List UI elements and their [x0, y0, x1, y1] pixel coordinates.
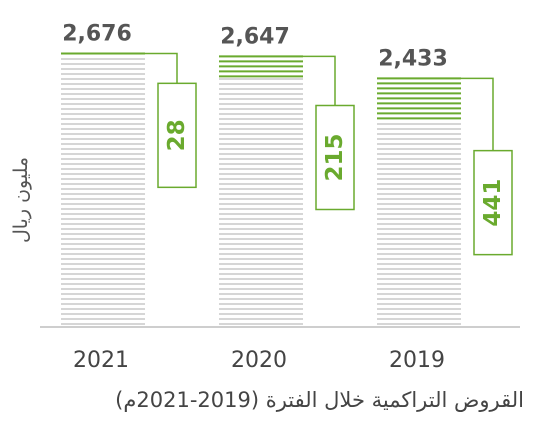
total-value-label: 2,647 — [220, 24, 290, 49]
callout-box — [473, 149, 513, 256]
callout-connector — [219, 55, 336, 106]
x-tick-label: 2020 — [231, 348, 287, 373]
callout-connector — [377, 77, 494, 151]
y-axis-label: مليون ريال — [10, 157, 32, 243]
x-tick-label: 2019 — [389, 348, 445, 373]
chart-caption: القروض التراكمية خلال الفترة (2019-2021م… — [115, 388, 524, 412]
callout-value-label: 441 — [480, 179, 506, 227]
total-value-label: 2,676 — [62, 21, 132, 46]
bar-2020: 215 — [219, 55, 355, 325]
callout-value-label: 215 — [322, 133, 348, 181]
callout-connector — [61, 52, 178, 84]
total-value-label: 2,433 — [378, 46, 448, 71]
callout-box — [315, 104, 355, 211]
bar-2019: 441 — [377, 77, 513, 325]
x-tick-label: 2021 — [73, 348, 129, 373]
labels-layer: 2,676 2021 2,647 2020 2,433 2019 — [62, 21, 448, 373]
bar-2021: 28 — [61, 52, 197, 325]
callout-value-label: 28 — [164, 119, 190, 151]
callout-box — [157, 82, 197, 189]
bars-layer: 28 215 441 — [61, 52, 513, 325]
